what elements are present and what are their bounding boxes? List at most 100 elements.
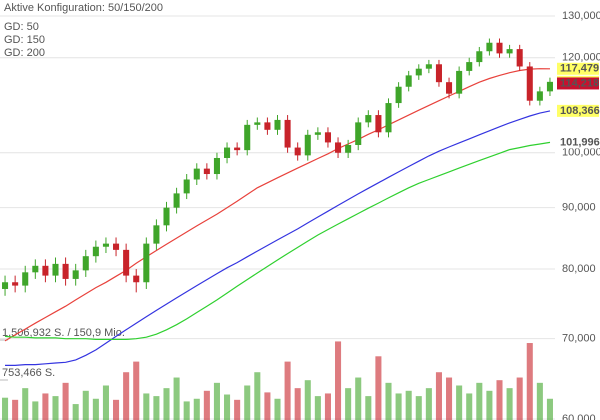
volume-bar [42, 393, 49, 420]
volume-bar [22, 388, 29, 420]
candle-body [173, 193, 180, 208]
candle-body [92, 246, 99, 257]
candle-body [435, 64, 442, 83]
volume-bar [476, 382, 483, 420]
price-marker [557, 62, 599, 75]
volume-bar [2, 397, 9, 420]
candle-body [22, 272, 29, 286]
volume-bar [113, 399, 120, 420]
price-marker [557, 136, 599, 149]
price-marker [557, 104, 599, 117]
y-tick-label: 100,000 [562, 147, 600, 159]
candle-body [183, 179, 190, 194]
legend-entry: GD: 200 [4, 47, 45, 59]
candle-body [163, 207, 170, 226]
volume-bar [375, 356, 382, 420]
volume-bar [244, 385, 251, 420]
volume-bar [294, 388, 301, 420]
candle-body [274, 119, 281, 130]
candle-body [304, 134, 311, 156]
volume-bar [173, 377, 180, 420]
candle-body [254, 122, 261, 125]
volume-bar [304, 380, 311, 420]
volume-bar [274, 398, 281, 420]
y-tick-label: 120,000 [562, 52, 600, 64]
candle-body [72, 270, 79, 279]
candle-body [456, 70, 463, 94]
candle-body [213, 157, 220, 175]
volume-bar [435, 372, 442, 420]
candle-body [335, 142, 342, 153]
candle-body [546, 81, 553, 92]
volume-bar [506, 388, 513, 420]
candle-body [52, 263, 59, 276]
volume-bar [314, 396, 321, 420]
candle-body [153, 225, 160, 244]
volume-bar [102, 385, 109, 420]
candle-body [536, 91, 543, 101]
y-tick-label: 70,000 [562, 333, 596, 345]
volume-bar [496, 380, 503, 420]
candle-body [405, 75, 412, 87]
volume-bar [82, 390, 89, 420]
candle-body [476, 51, 483, 63]
price-marker-label: 117,479 [560, 63, 599, 75]
volume-bar [183, 401, 190, 420]
candle-body [113, 243, 120, 250]
ma-line [4, 141, 551, 340]
candle-body [193, 168, 200, 180]
price-marker-label: 101,996 [560, 136, 600, 148]
candle-body [2, 282, 9, 289]
volume-bar [486, 390, 493, 420]
legend-entry: GD: 50 [4, 21, 39, 33]
volume-bar [546, 398, 553, 420]
volume-bar [143, 393, 150, 420]
candle-body [395, 86, 402, 104]
candle-body [385, 103, 392, 133]
candle-body [123, 249, 130, 276]
volume-bar [405, 390, 412, 420]
volume-bar [62, 382, 69, 420]
candle-body [375, 115, 382, 133]
volume-bar [72, 404, 79, 420]
candle-body [203, 168, 210, 175]
candle-body [32, 265, 39, 273]
volume-bar [52, 396, 59, 420]
volume-bar [385, 382, 392, 420]
volume-bar [92, 398, 99, 420]
y-tick-label: 80,000 [562, 263, 596, 275]
volume-bar [203, 390, 210, 420]
volume-bar [355, 377, 362, 420]
volume-bar [415, 396, 422, 420]
volume-bar [32, 401, 39, 420]
volume-bar [456, 385, 463, 420]
candle-body [143, 243, 150, 283]
volume-bar [12, 399, 19, 420]
candle-body [324, 132, 331, 143]
volume-bar [264, 392, 271, 420]
candle-body [496, 42, 503, 54]
y-tick-label: 130,000 [562, 10, 600, 22]
candle-body [526, 66, 533, 101]
volume-bar [536, 382, 543, 420]
volume-tick-label: 1,506,932 S. / 150,9 Mio. [2, 327, 125, 339]
volume-bar [425, 388, 432, 420]
candle-body [466, 62, 473, 71]
candle-body [486, 42, 493, 52]
candle-body [314, 132, 321, 135]
candle-body [294, 147, 301, 156]
candle-body [284, 119, 291, 148]
volume-bar [163, 388, 170, 420]
volume-bar [516, 377, 523, 420]
candle-body [62, 263, 69, 279]
volume-bar [466, 393, 473, 420]
y-tick-label: 90,000 [562, 202, 596, 214]
candle-body [355, 122, 362, 145]
volume-bar [133, 361, 140, 420]
candle-body [365, 115, 372, 123]
volume-tick-label: 753,466 S. [2, 367, 55, 379]
candle-body [516, 49, 523, 67]
candle-body [506, 49, 513, 54]
ma-line [5, 110, 551, 366]
volume-bar [284, 361, 291, 420]
